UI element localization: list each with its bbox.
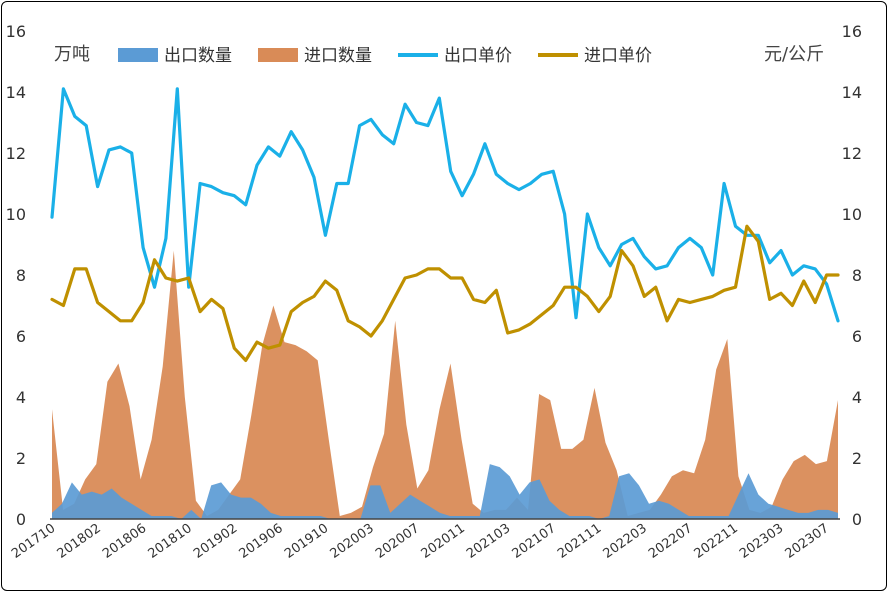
left-y-tick-label: 4 [16, 388, 26, 407]
right-y-tick-label: 2 [852, 449, 862, 468]
left-y-tick-label: 12 [6, 144, 26, 163]
right-y-tick-label: 16 [842, 22, 862, 41]
left-y-tick-label: 14 [6, 83, 26, 102]
x-tick-label: 202003 [328, 521, 377, 562]
left-y-tick-label: 10 [6, 205, 26, 224]
legend-label-export-price: 出口单价 [444, 46, 512, 66]
x-tick-label: 201810 [146, 521, 195, 562]
x-tick-label: 202107 [510, 521, 559, 562]
right-y-tick-label: 4 [852, 388, 862, 407]
left-y-tick-label: 0 [16, 510, 26, 529]
x-axis-ticks: 2017102018022018062018102019022019062019… [9, 521, 832, 562]
area-series-layer [52, 250, 838, 519]
x-tick-label: 202307 [783, 521, 832, 562]
right-y-axis-ticks: 0 2 4 6 8 10 12 14 16 [842, 22, 862, 529]
left-y-tick-label: 6 [16, 327, 26, 346]
x-tick-label: 201910 [282, 521, 331, 562]
export-qty-area [52, 464, 838, 519]
x-tick-label: 201906 [237, 521, 286, 562]
x-tick-label: 202303 [737, 521, 786, 562]
left-axis-unit: 万吨 [54, 44, 90, 65]
right-y-tick-label: 12 [842, 144, 862, 163]
left-y-tick-label: 2 [16, 449, 26, 468]
line-series-layer [50, 87, 840, 362]
legend-swatch-export-qty [118, 48, 158, 62]
x-tick-label: 201902 [191, 521, 240, 562]
right-y-tick-label: 14 [842, 83, 862, 102]
import-price-line [50, 224, 840, 362]
x-tick-label: 202207 [646, 521, 695, 562]
right-y-tick-label: 10 [842, 205, 862, 224]
left-y-tick-label: 8 [16, 266, 26, 285]
right-y-tick-label: 6 [852, 327, 862, 346]
x-tick-label: 201802 [55, 521, 104, 562]
right-axis-unit: 元/公斤 [764, 44, 824, 65]
x-tick-label: 201806 [100, 521, 149, 562]
x-tick-label: 202007 [373, 521, 422, 562]
import-qty-area [52, 250, 838, 519]
x-tick-label: 202211 [692, 521, 741, 562]
right-y-tick-label: 8 [852, 266, 862, 285]
left-y-tick-label: 16 [6, 22, 26, 41]
legend-label-import-qty: 进口数量 [304, 46, 372, 66]
legend-label-export-qty: 出口数量 [164, 46, 232, 66]
export-price-line [50, 87, 840, 323]
right-y-tick-label: 0 [852, 510, 862, 529]
x-tick-label: 202011 [419, 521, 468, 562]
legend-label-import-price: 进口单价 [584, 46, 652, 66]
legend-swatch-import-qty [258, 48, 298, 62]
x-tick-label: 202203 [601, 521, 650, 562]
x-tick-label: 202111 [555, 521, 604, 562]
left-y-axis-ticks: 0 2 4 6 8 10 12 14 16 [6, 22, 26, 529]
x-tick-label: 202103 [464, 521, 513, 562]
legend: 出口数量 进口数量 出口单价 进口单价 [118, 46, 652, 66]
